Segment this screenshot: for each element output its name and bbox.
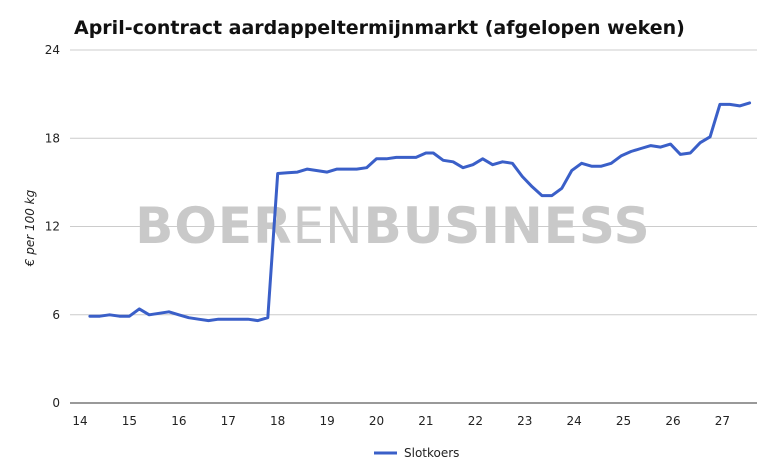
x-tick-label: 20 (369, 414, 384, 428)
chart-title: April-contract aardappeltermijnmarkt (af… (74, 17, 685, 39)
y-tick-label: 6 (52, 308, 60, 322)
y-axis-label: € per 100 kg (23, 189, 37, 267)
grid (70, 49, 757, 404)
watermark: BOERENBUSINESS (135, 197, 650, 255)
watermark-part-boer: BOER (135, 197, 292, 255)
x-tick-label: 22 (468, 414, 483, 428)
y-tick-label: 24 (45, 43, 60, 57)
x-tick-label: 21 (418, 414, 433, 428)
y-tick-label: 12 (45, 220, 60, 234)
x-tick-label: 27 (715, 414, 730, 428)
y-tick-label: 0 (52, 396, 60, 410)
watermark-part-business: BUSINESS (364, 197, 651, 255)
series-layer (88, 101, 752, 323)
x-tick-label: 17 (221, 414, 236, 428)
x-tick-label: 14 (72, 414, 87, 428)
y-axis-ticks: 0 6 12 18 24 (45, 43, 60, 410)
series-line-slotkoers (88, 101, 752, 323)
legend-label: Slotkoers (404, 446, 459, 460)
watermark-part-en: EN (293, 197, 364, 255)
x-axis-ticks: 14 15 16 17 18 19 20 21 22 23 24 25 26 27 (72, 414, 730, 428)
x-tick-label: 15 (122, 414, 137, 428)
x-tick-label: 26 (665, 414, 680, 428)
x-tick-label: 25 (616, 414, 631, 428)
y-tick-label: 18 (45, 131, 60, 145)
x-tick-label: 16 (171, 414, 186, 428)
x-tick-label: 24 (567, 414, 582, 428)
x-tick-label: 19 (319, 414, 334, 428)
x-tick-label: 18 (270, 414, 285, 428)
legend[interactable]: Slotkoers (374, 446, 459, 460)
x-tick-label: 23 (517, 414, 532, 428)
